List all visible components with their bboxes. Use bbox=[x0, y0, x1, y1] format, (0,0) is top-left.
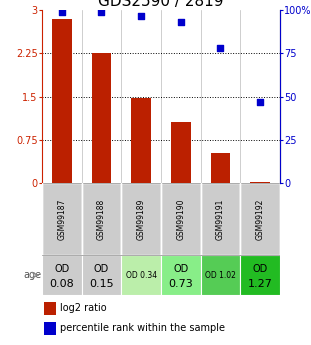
Bar bbox=[240, 255, 280, 295]
Bar bbox=[121, 183, 161, 255]
Text: GSM99188: GSM99188 bbox=[97, 198, 106, 240]
Text: GSM99190: GSM99190 bbox=[176, 198, 185, 240]
Point bbox=[218, 46, 223, 51]
Text: 0.73: 0.73 bbox=[168, 279, 193, 289]
Text: OD 1.02: OD 1.02 bbox=[205, 270, 236, 280]
Bar bbox=[201, 183, 240, 255]
Bar bbox=[161, 255, 201, 295]
Bar bbox=[161, 183, 201, 255]
Bar bbox=[250, 182, 270, 183]
Point bbox=[258, 99, 262, 105]
Text: 0.08: 0.08 bbox=[49, 279, 74, 289]
Bar bbox=[171, 122, 191, 183]
Text: OD: OD bbox=[253, 264, 268, 274]
Title: GDS2590 / 2819: GDS2590 / 2819 bbox=[98, 0, 224, 9]
Bar bbox=[131, 98, 151, 183]
Point bbox=[178, 20, 183, 25]
Bar bbox=[44, 302, 56, 315]
Bar bbox=[42, 183, 81, 255]
Bar bbox=[240, 183, 280, 255]
Text: OD: OD bbox=[94, 264, 109, 274]
Bar bbox=[44, 322, 56, 335]
Text: GSM99191: GSM99191 bbox=[216, 198, 225, 240]
Text: GSM99187: GSM99187 bbox=[57, 198, 66, 240]
Bar bbox=[42, 255, 81, 295]
Bar bbox=[91, 53, 111, 183]
Text: OD: OD bbox=[173, 264, 188, 274]
Text: 0.15: 0.15 bbox=[89, 279, 114, 289]
Text: OD: OD bbox=[54, 264, 69, 274]
Text: log2 ratio: log2 ratio bbox=[60, 304, 106, 314]
Text: GSM99192: GSM99192 bbox=[256, 198, 265, 240]
Point bbox=[99, 9, 104, 15]
Point bbox=[59, 9, 64, 15]
Text: 1.27: 1.27 bbox=[248, 279, 272, 289]
Bar bbox=[121, 255, 161, 295]
Text: percentile rank within the sample: percentile rank within the sample bbox=[60, 323, 225, 333]
Text: GSM99189: GSM99189 bbox=[137, 198, 146, 240]
Bar bbox=[201, 255, 240, 295]
Bar bbox=[211, 153, 230, 183]
Bar bbox=[52, 19, 72, 183]
Bar bbox=[81, 255, 121, 295]
Text: OD 0.34: OD 0.34 bbox=[126, 270, 157, 280]
Bar bbox=[81, 183, 121, 255]
Point bbox=[139, 13, 144, 18]
Text: age: age bbox=[23, 270, 41, 280]
